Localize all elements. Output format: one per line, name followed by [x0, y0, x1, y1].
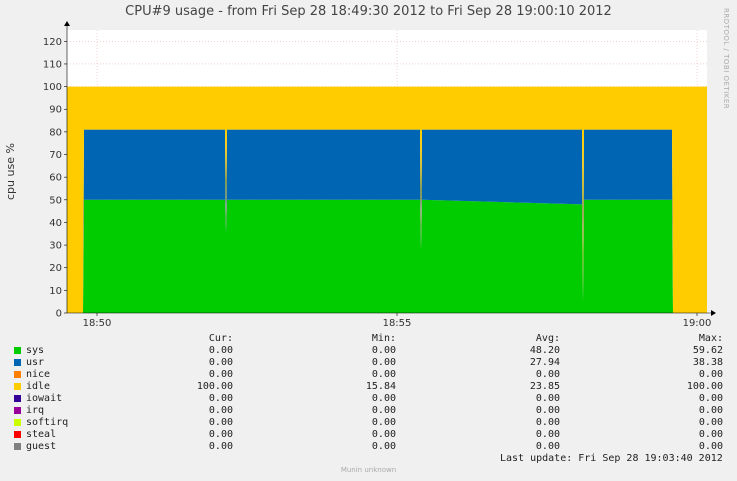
y-tick-label: 70: [49, 150, 62, 161]
legend-avg-value: 0.00: [535, 405, 560, 416]
legend-cur-value: 0.00: [208, 345, 233, 356]
y-tick-label: 0: [56, 309, 62, 320]
legend-avg-value: 48.20: [529, 345, 560, 356]
legend-max-value: 0.00: [698, 369, 723, 380]
legend-avg-value: 0.00: [535, 369, 560, 380]
legend-series-name: sys: [26, 345, 45, 356]
legend-max-value: 0.00: [698, 393, 723, 404]
y-tick-label: 90: [49, 105, 62, 116]
y-tick-label: 100: [43, 82, 62, 93]
legend-swatch: [14, 431, 21, 438]
legend-swatch: [14, 383, 21, 390]
legend-series-name: guest: [26, 441, 57, 452]
legend-min-value: 0.00: [371, 345, 396, 356]
legend-cur-value: 100.00: [196, 381, 233, 392]
legend-avg-value: 0.00: [535, 417, 560, 428]
y-tick-label: 10: [49, 286, 62, 297]
legend-series-name: steal: [26, 429, 57, 440]
legend-cur-value: 0.00: [208, 429, 233, 440]
legend-avg-value: 27.94: [529, 357, 560, 368]
legend-min-value: 0.00: [371, 405, 396, 416]
legend-max-value: 38.38: [692, 357, 723, 368]
legend-min-value: 0.00: [371, 357, 396, 368]
y-tick-label: 40: [49, 218, 62, 229]
y-axis-arrow: [64, 21, 70, 26]
legend-series-name: iowait: [26, 393, 63, 404]
legend-avg-value: 0.00: [535, 393, 560, 404]
rrdtool-credit: RRDTOOL / TOBI OETIKER: [722, 8, 730, 110]
legend-swatch: [14, 359, 21, 366]
x-tick-label: 19:00: [683, 318, 712, 329]
legend-avg-value: 0.00: [535, 429, 560, 440]
legend-max-value: 0.00: [698, 441, 723, 452]
legend-min-value: 0.00: [371, 369, 396, 380]
legend-min-value: 0.00: [371, 441, 396, 452]
legend-avg-value: 23.85: [529, 381, 560, 392]
legend-swatch: [14, 419, 21, 426]
area-idle: [67, 86, 707, 313]
y-tick-label: 80: [49, 127, 62, 138]
y-tick-labels: 0 10 20 30 40 50 60 70 80 90 100 110 120: [43, 37, 67, 320]
legend-swatch: [14, 347, 21, 354]
legend-min-value: 15.84: [365, 381, 396, 392]
legend-header-max: Max:: [698, 333, 723, 344]
area-usr: [67, 129, 707, 313]
legend-min-value: 0.00: [371, 417, 396, 428]
x-axis-arrow: [711, 310, 716, 316]
legend-header-min: Min:: [371, 333, 396, 344]
area-sys: [67, 199, 707, 313]
legend-min-value: 0.00: [371, 393, 396, 404]
legend-series-name: nice: [26, 369, 51, 380]
legend-cur-value: 0.00: [208, 441, 233, 452]
y-tick-label: 120: [43, 37, 62, 48]
last-update: Last update: Fri Sep 28 19:03:40 2012: [500, 453, 723, 464]
legend-swatch: [14, 371, 21, 378]
legend-cur-value: 0.00: [208, 369, 233, 380]
footer-credit: Munin unknown: [340, 466, 397, 474]
legend-series-name: irq: [26, 405, 45, 416]
x-tick-label: 18:55: [383, 318, 412, 329]
legend-swatch: [14, 443, 21, 450]
y-tick-label: 20: [49, 263, 62, 274]
legend-max-value: 100.00: [686, 381, 723, 392]
legend-swatch: [14, 407, 21, 414]
legend-series-name: softirq: [26, 417, 69, 428]
legend-max-value: 59.62: [692, 345, 723, 356]
legend-series-name: usr: [26, 357, 45, 368]
y-tick-label: 60: [49, 173, 62, 184]
chart-title: CPU#9 usage - from Fri Sep 28 18:49:30 2…: [125, 4, 612, 19]
y-tick-label: 50: [49, 195, 62, 206]
legend-header-avg: Avg:: [535, 333, 560, 344]
legend-min-value: 0.00: [371, 429, 396, 440]
legend-cur-value: 0.00: [208, 393, 233, 404]
legend-cur-value: 0.00: [208, 357, 233, 368]
stacked-areas: [67, 86, 707, 313]
y-tick-label: 110: [43, 59, 62, 70]
legend-cur-value: 0.00: [208, 417, 233, 428]
legend-swatch: [14, 395, 21, 402]
x-tick-labels: 18:50 18:55 19:00: [83, 313, 712, 329]
legend-header-cur: Cur:: [208, 333, 233, 344]
legend-avg-value: 0.00: [535, 441, 560, 452]
legend-max-value: 0.00: [698, 417, 723, 428]
x-tick-label: 18:50: [83, 318, 112, 329]
legend-series-name: idle: [26, 381, 51, 392]
legend-max-value: 0.00: [698, 429, 723, 440]
legend-cur-value: 0.00: [208, 405, 233, 416]
y-tick-label: 30: [49, 241, 62, 252]
axes: [64, 21, 716, 316]
legend-max-value: 0.00: [698, 405, 723, 416]
